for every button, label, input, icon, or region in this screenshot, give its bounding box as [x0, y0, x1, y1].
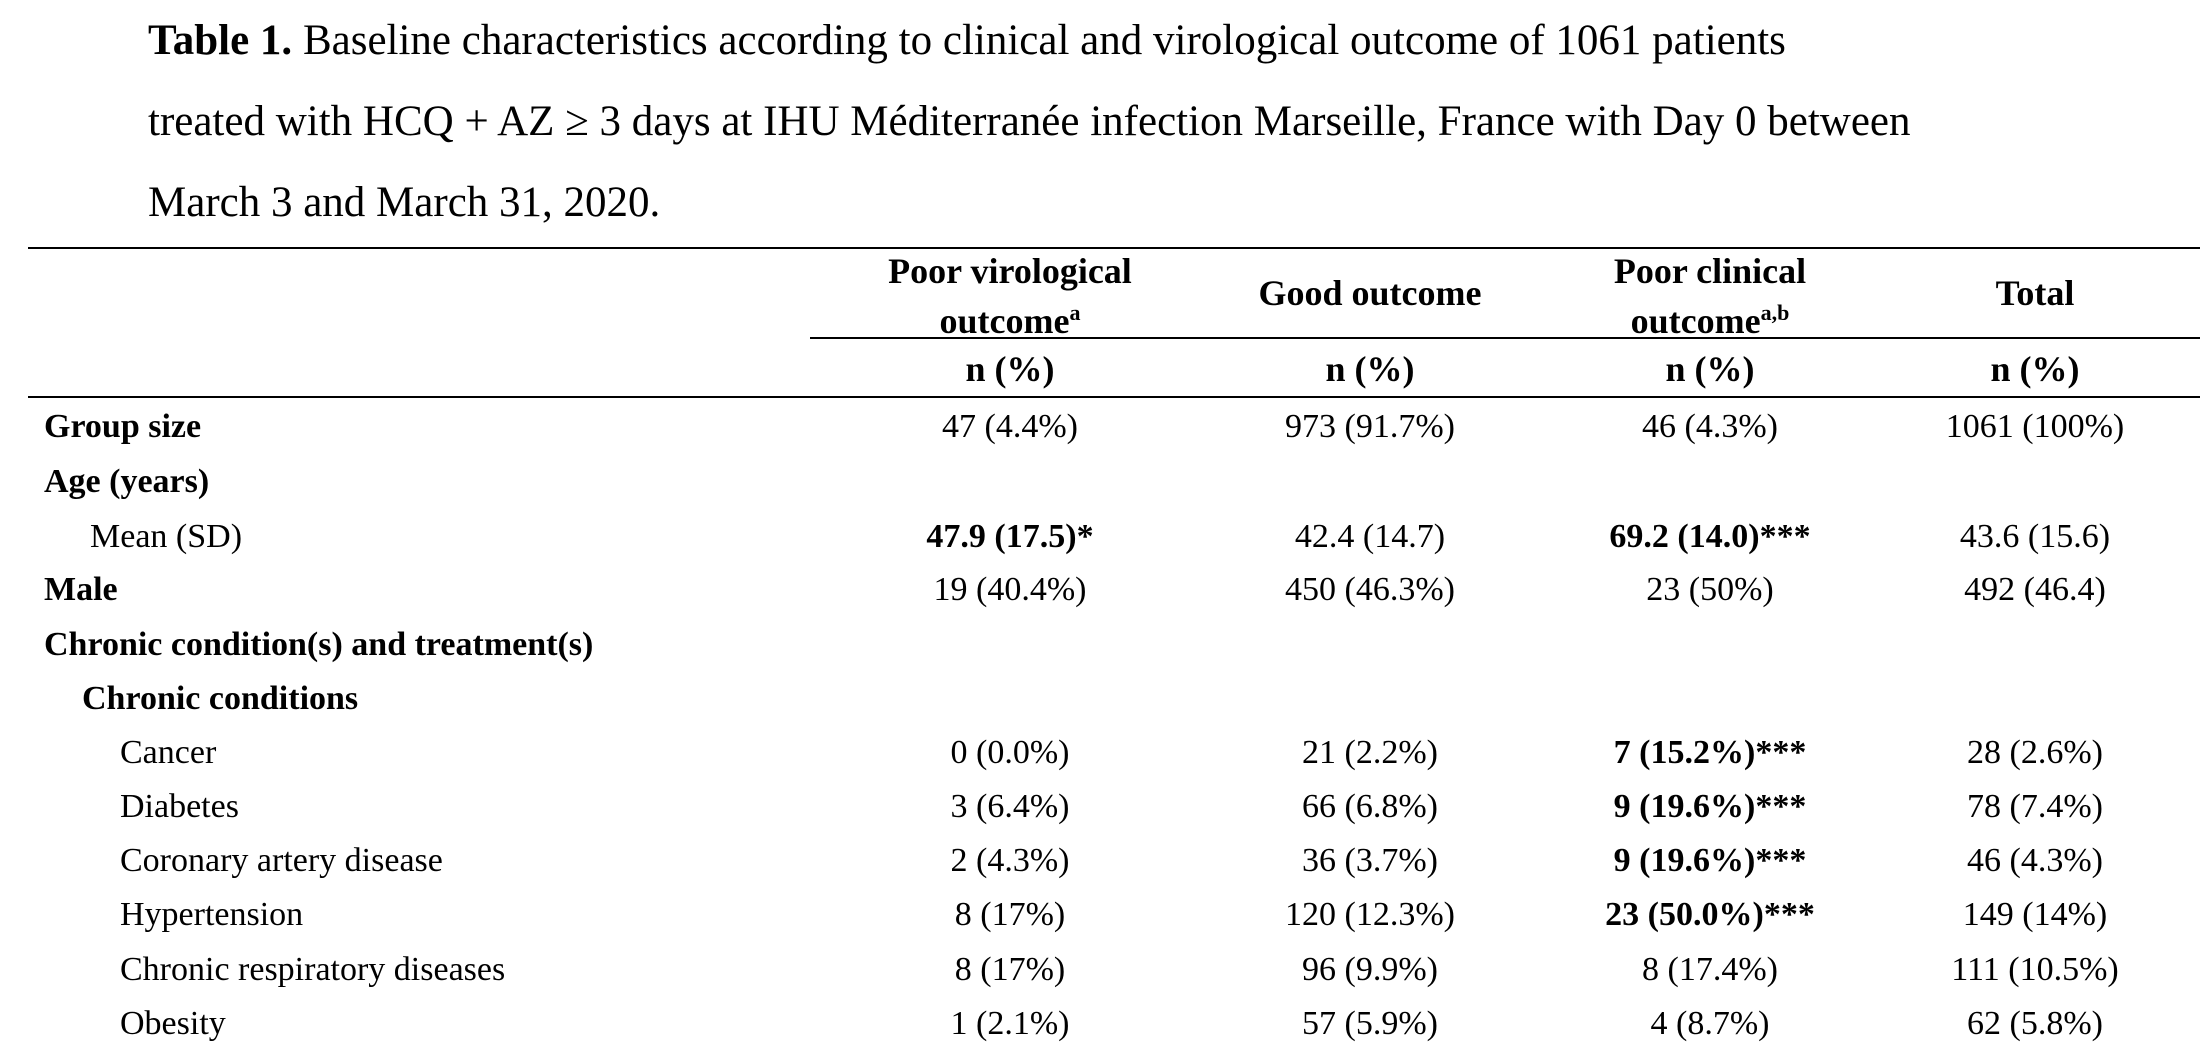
header-good-outcome: Good outcome — [1258, 273, 1482, 313]
cell-total: 43.6 (15.6) — [1959, 518, 2111, 555]
subheader-total: n (%) — [1990, 349, 2080, 389]
cell-good-outcome: 120 (12.3%) — [1285, 896, 1455, 933]
header-poor-clinical: Poor clinical outcomea,b — [1510, 250, 1910, 342]
row-label: Chronic condition(s) and treatment(s) — [44, 626, 594, 663]
table-row: Male 19 (40.4%) 450 (46.3%) 23 (50%) 492 (46… — [0, 563, 2200, 617]
header-poor-clinical-line1: Poor clinical — [1613, 251, 1807, 291]
cell-poor-clinical: 46 (4.3%) — [1642, 408, 1778, 445]
cell-poor-clinical: 69.2 (14.0)*** — [1609, 518, 1811, 555]
caption-text-1: Baseline characteristics according to cl… — [292, 17, 1786, 64]
cell-total: 111 (10.5%) — [1951, 951, 2119, 988]
table-top-rule — [28, 247, 2200, 249]
cell-total: 46 (4.3%) — [1967, 842, 2103, 879]
caption-line-1: Table 1. Baseline characteristics accord… — [148, 0, 2108, 81]
table-row: Chronic conditions — [0, 672, 2200, 726]
table-row: Age (years) — [0, 455, 2200, 509]
cell-poor-virological: 1 (2.1%) — [950, 1005, 1070, 1042]
row-label: Age (years) — [44, 463, 210, 500]
cell-poor-clinical: 23 (50.0%)*** — [1605, 896, 1815, 933]
table-row: Group size 47 (4.4%) 973 (91.7%) 46 (4.3%) 1… — [0, 400, 2200, 454]
cell-poor-clinical: 4 (8.7%) — [1650, 1005, 1770, 1042]
cell-poor-clinical: 8 (17.4%) — [1642, 951, 1778, 988]
header-poor-virological-line1: Poor virological — [888, 251, 1132, 291]
caption-line-3: March 3 and March 31, 2020. — [148, 179, 661, 226]
subheader-good-outcome: n (%) — [1325, 349, 1415, 389]
table-caption: Table 1. Baseline characteristics accord… — [148, 0, 2108, 243]
row-label: Chronic respiratory diseases — [120, 951, 506, 988]
table-row: Hypertension 8 (17%) 120 (12.3%) 23 (50.0%)… — [0, 888, 2200, 942]
row-label: Mean (SD) — [90, 518, 243, 555]
table-row: Obesity 1 (2.1%) 57 (5.9%) 4 (8.7%) 62 (5.8%… — [0, 997, 2200, 1051]
row-label: Coronary artery disease — [120, 842, 443, 879]
table-row: Cancer 0 (0.0%) 21 (2.2%) 7 (15.2%)*** 28 (2… — [0, 726, 2200, 780]
row-label: Obesity — [120, 1005, 226, 1042]
cell-good-outcome: 36 (3.7%) — [1302, 842, 1438, 879]
table-row: Coronary artery disease 2 (4.3%) 36 (3.7%)… — [0, 834, 2200, 888]
header-poor-virological-word: outcome — [939, 301, 1070, 341]
cell-good-outcome: 450 (46.3%) — [1285, 571, 1455, 608]
row-label: Cancer — [120, 734, 217, 771]
table-row: Mean (SD) 47.9 (17.5)* 42.4 (14.7) 69.2 (14… — [0, 510, 2200, 564]
row-label: Group size — [44, 408, 202, 445]
cell-poor-clinical: 9 (19.6%)*** — [1613, 788, 1807, 825]
cell-total: 149 (14%) — [1962, 896, 2108, 933]
subheader-rule — [28, 396, 2200, 398]
table-row: Diabetes 3 (6.4%) 66 (6.8%) 9 (19.6%)*** 78 … — [0, 780, 2200, 834]
cell-poor-clinical: 7 (15.2%)*** — [1613, 734, 1807, 771]
cell-total: 492 (46.4) — [1964, 571, 2106, 608]
caption-line-2: treated with HCQ + AZ ≥ 3 days at IHU Mé… — [148, 98, 1911, 145]
row-label: Male — [44, 571, 118, 608]
caption-label: Table 1. — [148, 17, 293, 64]
row-label: Chronic conditions — [82, 680, 359, 717]
cell-good-outcome: 66 (6.8%) — [1302, 788, 1438, 825]
cell-poor-virological: 47.9 (17.5)* — [926, 518, 1094, 555]
cell-poor-virological: 2 (4.3%) — [950, 842, 1070, 879]
cell-good-outcome: 42.4 (14.7) — [1294, 518, 1446, 555]
header-poor-clinical-word: outcome — [1630, 301, 1761, 341]
cell-poor-clinical: 9 (19.6%)*** — [1613, 842, 1807, 879]
cell-poor-clinical: 23 (50%) — [1646, 571, 1774, 608]
header-poor-virological-line2: outcomea — [810, 292, 1210, 342]
cell-total: 78 (7.4%) — [1967, 788, 2103, 825]
cell-poor-virological: 0 (0.0%) — [950, 734, 1070, 771]
cell-good-outcome: 973 (91.7%) — [1285, 408, 1455, 445]
cell-total: 28 (2.6%) — [1967, 734, 2103, 771]
cell-poor-virological: 47 (4.4%) — [942, 408, 1078, 445]
cell-total: 62 (5.8%) — [1967, 1005, 2103, 1042]
footnote-marker: a — [1069, 300, 1081, 325]
table-row: Chronic respiratory diseases 8 (17%) 96 (9… — [0, 943, 2200, 997]
subheader-poor-virological: n (%) — [965, 349, 1055, 389]
cell-poor-virological: 19 (40.4%) — [933, 571, 1087, 608]
row-label: Diabetes — [120, 788, 239, 825]
table-row: Chronic condition(s) and treatment(s) — [0, 618, 2200, 672]
header-poor-virological: Poor virological outcomea — [810, 250, 1210, 342]
header-poor-clinical-line2: outcomea,b — [1510, 292, 1910, 342]
row-label: Hypertension — [120, 896, 304, 933]
cell-total: 1061 (100%) — [1945, 408, 2125, 445]
footnote-marker: a,b — [1760, 300, 1790, 325]
cell-poor-virological: 8 (17%) — [954, 896, 1066, 933]
cell-poor-virological: 3 (6.4%) — [950, 788, 1070, 825]
subheader-poor-clinical: n (%) — [1665, 349, 1755, 389]
cell-good-outcome: 57 (5.9%) — [1302, 1005, 1438, 1042]
cell-poor-virological: 8 (17%) — [954, 951, 1066, 988]
cell-good-outcome: 21 (2.2%) — [1302, 734, 1438, 771]
header-rule — [810, 337, 2200, 339]
header-total: Total — [1995, 273, 2075, 313]
cell-good-outcome: 96 (9.9%) — [1302, 951, 1438, 988]
